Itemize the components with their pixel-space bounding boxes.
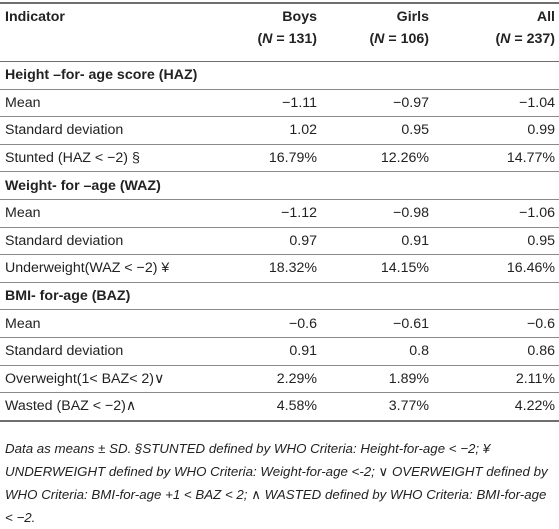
header-empty-cell	[0, 29, 195, 62]
row-label: Standard deviation	[5, 122, 124, 139]
cell-boys: 4.58%	[276, 398, 317, 415]
cell-all: 16.46%	[506, 260, 555, 277]
cell-boys: 0.97	[289, 232, 317, 249]
row-label: Mean	[5, 315, 41, 332]
cell-girls: 0.95	[401, 122, 429, 139]
section-title: BMI- for-age (BAZ)	[5, 288, 131, 305]
table-row: Mean −1.12 −0.98 −1.06	[0, 199, 559, 228]
data-table: Indicator Boys Girls All (N = 131) (N = …	[0, 2, 559, 422]
cell-boys: 16.79%	[268, 150, 317, 167]
table-body: Height –for- age score (HAZ) Mean −1.11 −0.…	[0, 62, 559, 421]
table-row: Stunted (HAZ < −2) § 16.79% 12.26% 14.77%	[0, 144, 559, 172]
section-header-row: Height –for- age score (HAZ)	[0, 62, 559, 90]
section-header-row: Weight- for –age (WAZ)	[0, 172, 559, 200]
cell-girls: −0.61	[393, 315, 429, 332]
row-label: Stunted (HAZ < −2) §	[5, 150, 140, 167]
section-title: Height –for- age score (HAZ)	[5, 67, 198, 84]
cell-boys: −1.11	[282, 94, 317, 111]
header-indicator: Indicator	[5, 8, 65, 25]
section-header-row: BMI- for-age (BAZ)	[0, 282, 559, 310]
header-boys-n: (N = 131)	[257, 31, 317, 47]
cell-boys: 0.91	[289, 343, 317, 360]
cell-boys: 18.32%	[268, 260, 317, 277]
cell-all: −0.6	[526, 315, 555, 332]
row-label: Standard deviation	[5, 232, 124, 249]
cell-girls: −0.97	[393, 94, 429, 111]
cell-girls: 0.8	[409, 343, 429, 360]
cell-all: 14.77%	[506, 150, 555, 167]
row-label: Wasted (BAZ < −2)∧	[5, 398, 137, 415]
cell-girls: 14.15%	[380, 260, 429, 277]
table-row: Underweight(WAZ < −2) ¥ 18.32% 14.15% 16.46…	[0, 255, 559, 283]
table-row: Standard deviation 0.91 0.8 0.86	[0, 337, 559, 366]
cell-all: 4.22%	[514, 398, 555, 415]
cell-girls: 1.89%	[388, 370, 429, 387]
cell-boys: −1.12	[281, 205, 317, 222]
cell-all: −1.06	[519, 205, 555, 222]
table-row: Standard deviation 1.02 0.95 0.99	[0, 117, 559, 145]
row-label: Overweight(1< BAZ< 2)∨	[5, 370, 165, 387]
table-row: Mean −0.6 −0.61 −0.6	[0, 310, 559, 338]
table-row: Overweight(1< BAZ< 2)∨ 2.29% 1.89% 2.11%	[0, 365, 559, 393]
cell-all: 0.86	[527, 343, 555, 360]
cell-all: 2.11%	[515, 370, 555, 387]
cell-boys: −0.6	[288, 315, 317, 332]
table-row: Standard deviation 0.97 0.91 0.95	[0, 227, 559, 255]
header-row: Indicator Boys Girls All	[0, 3, 559, 29]
table-row: Wasted (BAZ < −2)∧ 4.58% 3.77% 4.22%	[0, 393, 559, 421]
header-all: All	[536, 8, 555, 25]
header-boys: Boys	[282, 8, 317, 25]
cell-girls: 0.91	[401, 232, 429, 249]
cell-all: 0.95	[527, 232, 555, 249]
row-label: Standard deviation	[5, 343, 124, 360]
header-girls: Girls	[396, 8, 429, 25]
row-label: Mean	[5, 205, 41, 222]
header-all-n: (N = 237)	[495, 31, 555, 47]
cell-all: −1.04	[519, 94, 555, 111]
table-footnote: Data as means ± SD. §STUNTED defined by …	[5, 441, 548, 525]
cell-girls: −0.98	[393, 205, 429, 222]
row-label: Underweight(WAZ < −2) ¥	[5, 260, 170, 277]
cell-girls: 12.26%	[380, 150, 429, 167]
cell-girls: 3.77%	[388, 398, 429, 415]
header-n-row: (N = 131) (N = 106) (N = 237)	[0, 29, 559, 62]
table-header: Indicator Boys Girls All (N = 131) (N = …	[0, 3, 559, 62]
cell-boys: 1.02	[289, 122, 317, 139]
row-label: Mean	[5, 94, 41, 111]
header-girls-n: (N = 106)	[369, 31, 429, 47]
cell-boys: 2.29%	[276, 370, 317, 387]
section-title: Weight- for –age (WAZ)	[5, 177, 161, 194]
table-row: Mean −1.11 −0.97 −1.04	[0, 89, 559, 117]
cell-all: 0.99	[527, 122, 555, 139]
